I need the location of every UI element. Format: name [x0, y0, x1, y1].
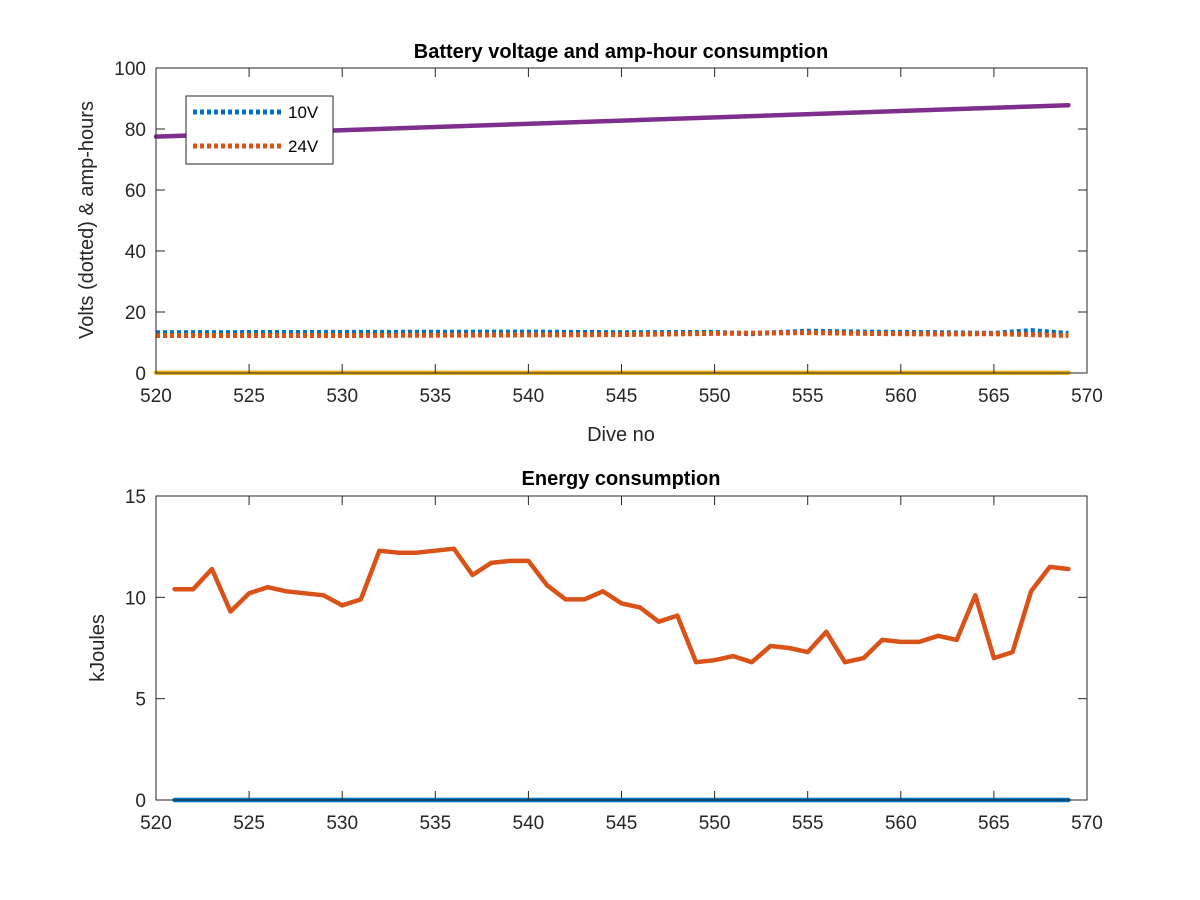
legend-10v-label: 10V — [288, 103, 319, 122]
energy-x-tick-label: 550 — [699, 813, 731, 834]
energy-x-tick-label: 570 — [1071, 813, 1103, 834]
voltage-x-tick-label: 545 — [606, 386, 638, 407]
legend-box — [185, 95, 334, 165]
energy-chart-title: Energy consumption — [522, 468, 721, 490]
energy-y-axis-label: kJoules — [87, 614, 109, 682]
energy-x-tick-label: 545 — [606, 813, 638, 834]
voltage-ticks-layer: 520 525 530 535 540 545 550 555 560 565 570 0 20 40 60… — [114, 59, 1103, 407]
legend-24v-label: 24V — [288, 137, 319, 156]
voltage-y-tick-label: 40 — [125, 242, 146, 263]
voltage-chart-title: Battery voltage and amp-hour consumption — [414, 41, 828, 63]
energy-x-tick-label: 530 — [326, 813, 358, 834]
energy-x-tick-label: 565 — [978, 813, 1010, 834]
energy-subplot: 520 525 530 535 540 545 550 555 560 565 570051015 … — [87, 468, 1103, 834]
voltage-y-tick-label: 60 — [125, 181, 146, 202]
voltage-x-tick-label: 565 — [978, 386, 1010, 407]
energy-x-tick-label: 520 — [140, 813, 172, 834]
energy-y-tick-label: 15 — [125, 487, 146, 508]
voltage-x-tick-label: 570 — [1071, 386, 1103, 407]
energy-y-tick-label: 5 — [135, 690, 146, 711]
voltage-x-tick-label: 525 — [233, 386, 265, 407]
voltage-y-tick-label: 80 — [125, 120, 146, 141]
voltage-x-tick-label: 540 — [513, 386, 545, 407]
voltage-legend: 10V 24V — [185, 95, 334, 165]
voltage-subplot: 520 525 530 535 540 545 550 555 560 565 570 0 20 40 60… — [76, 41, 1103, 446]
voltage-x-tick-label: 555 — [792, 386, 824, 407]
voltage-x-tick-label: 520 — [140, 386, 172, 407]
energy-x-tick-label: 525 — [233, 813, 265, 834]
energy-plot-area — [156, 496, 1087, 800]
energy-y-tick-label: 0 — [135, 791, 146, 812]
voltage-y-axis-label: Volts (dotted) & amp-hours — [76, 101, 98, 339]
voltage-x-tick-label: 550 — [699, 386, 731, 407]
energy-x-tick-label: 555 — [792, 813, 824, 834]
energy-x-tick-label: 560 — [885, 813, 917, 834]
voltage-x-tick-label: 535 — [419, 386, 451, 407]
voltage-x-tick-label: 560 — [885, 386, 917, 407]
energy-y-tick-label: 10 — [125, 588, 146, 609]
energy-series-0-line — [172, 546, 1071, 665]
voltage-y-tick-label: 0 — [135, 364, 146, 385]
energy-ticks-layer: 520 525 530 535 540 545 550 555 560 565 570 0 5 10 15 — [125, 487, 1103, 834]
voltage-x-tick-label: 530 — [326, 386, 358, 407]
energy-x-tick-label: 535 — [419, 813, 451, 834]
voltage-y-tick-label: 20 — [125, 303, 146, 324]
energy-x-tick-label: 540 — [513, 813, 545, 834]
voltage-x-axis-label: Dive no — [587, 424, 655, 446]
voltage-y-tick-label: 100 — [114, 59, 146, 80]
voltage-series-24v-line — [156, 330, 1069, 338]
